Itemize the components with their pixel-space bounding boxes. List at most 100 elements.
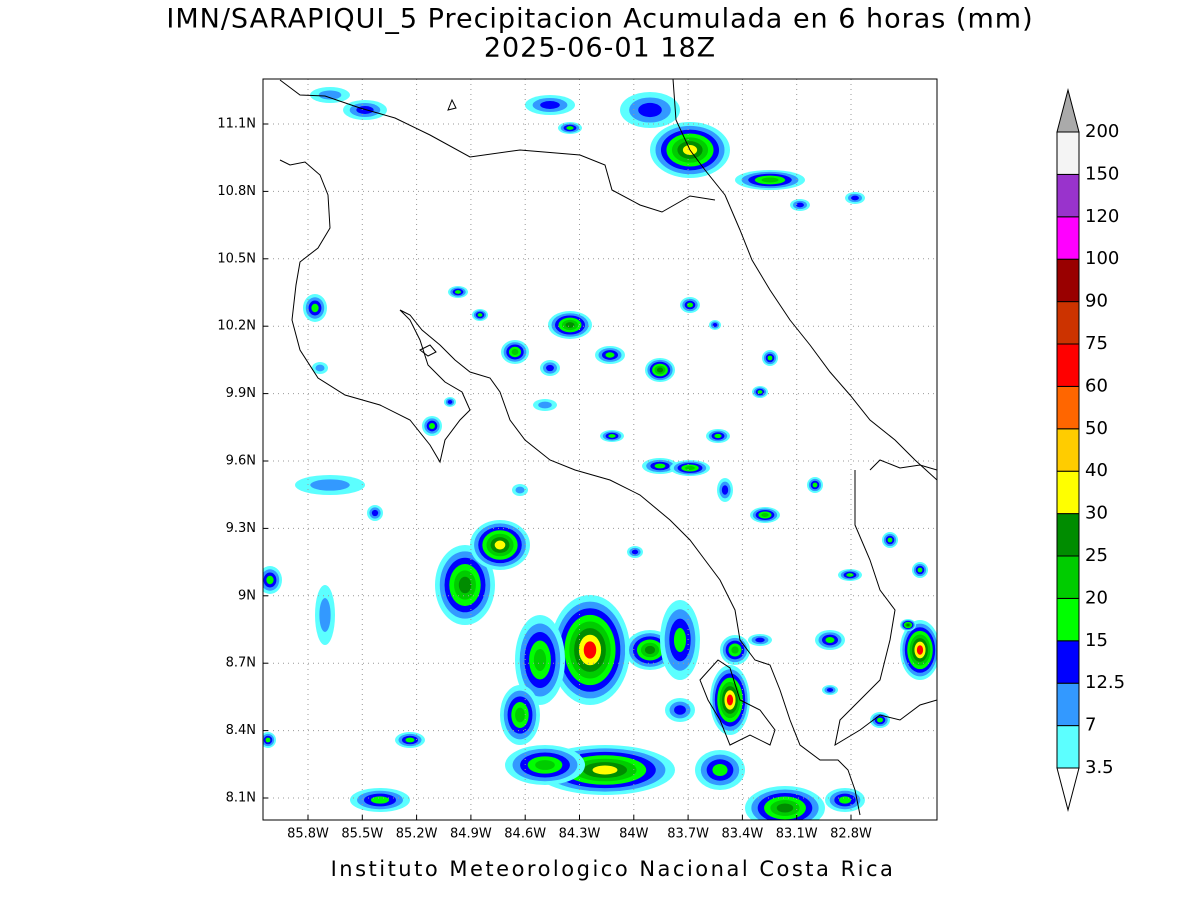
precip-cell — [686, 302, 694, 308]
colorbar-label: 30 — [1085, 503, 1108, 524]
precipitation-field — [263, 87, 937, 820]
lon-tick-label: 82.8W — [830, 827, 872, 842]
lon-tick-label: 83.4W — [721, 827, 763, 842]
lat-tick-label: 8.7N — [226, 656, 256, 671]
colorbar-label: 60 — [1085, 375, 1108, 396]
colorbar-box — [1056, 131, 1080, 175]
precip-cell — [767, 355, 773, 361]
precip-cell — [714, 433, 722, 439]
colorbar-box — [1056, 385, 1080, 430]
colorbar-box — [1056, 301, 1080, 345]
lat-tick-label: 9N — [238, 588, 256, 603]
colorbar-under — [1056, 767, 1080, 812]
precip-cell — [776, 803, 794, 813]
colorbar: 3.5 7 12.5 15 20 25 30 40 50 60 75 90 100 120 150 200 — [1056, 88, 1125, 812]
precip-cell — [266, 575, 274, 585]
lat-tick-label: 11.1N — [217, 117, 256, 132]
lat-tick-label: 10.5N — [217, 251, 256, 266]
lon-tick-label: 84W — [619, 827, 649, 842]
colorbar-label: 7 — [1085, 715, 1096, 736]
lat-tick-label: 9.6N — [226, 454, 256, 469]
lon-tick-label: 84.6W — [504, 827, 546, 842]
colorbar-label: 75 — [1085, 333, 1108, 354]
precip-cell — [592, 765, 618, 775]
colorbar-box — [1056, 682, 1080, 727]
precip-cell — [265, 737, 271, 743]
precip-cell — [310, 479, 350, 491]
precip-cell — [319, 598, 331, 632]
colorbar-box — [1056, 173, 1080, 218]
precip-cell — [656, 367, 664, 373]
precip-cell — [370, 796, 390, 804]
lat-tick-label: 9.3N — [226, 521, 256, 536]
coast-gulf — [869, 459, 937, 471]
precip-cell — [566, 126, 574, 130]
map-frame — [262, 78, 938, 821]
precip-cell — [876, 717, 884, 723]
colorbar-box — [1056, 343, 1080, 387]
precip-cell — [535, 760, 555, 770]
precip-cell — [812, 482, 818, 488]
colorbar-box — [1056, 258, 1080, 303]
lon-tick-label: 85.8W — [287, 827, 329, 842]
colorbar-label: 150 — [1085, 163, 1119, 184]
precip-cell — [533, 648, 547, 672]
precip-cell — [731, 646, 739, 654]
border-nicaragua — [279, 79, 716, 213]
colorbar-label: 20 — [1085, 587, 1108, 608]
precip-cell — [631, 549, 639, 555]
colorbar-box — [1056, 555, 1080, 599]
title: IMN/SARAPIQUI_5 Precipitacion Acumulada … — [166, 4, 1033, 35]
precip-cell — [546, 364, 554, 372]
coastlines — [279, 79, 937, 816]
lon-tick-label: 85.5W — [341, 827, 383, 842]
colorbar-label: 100 — [1085, 248, 1119, 269]
precip-cell — [757, 390, 763, 394]
colorbar-box — [1056, 470, 1080, 515]
precip-cell — [674, 705, 686, 715]
precip-cell — [515, 486, 525, 494]
precip-cell — [447, 400, 453, 404]
precip-cell — [311, 303, 319, 313]
lon-tick-label: 83.7W — [667, 827, 709, 842]
colorbar-label: 25 — [1085, 545, 1108, 566]
colorbar-box — [1056, 428, 1080, 472]
precip-cell — [511, 349, 519, 355]
colorbar-label: 50 — [1085, 418, 1108, 439]
lon-tick-label: 84.9W — [450, 827, 492, 842]
precip-cell — [605, 352, 615, 358]
border-panama — [834, 470, 937, 747]
lat-tick-label: 10.2N — [217, 319, 256, 334]
precip-cell — [644, 645, 656, 655]
colorbar-over — [1056, 88, 1080, 133]
colorbar-box — [1056, 597, 1080, 642]
footer: Instituto Meteorologico Nacional Costa R… — [331, 857, 896, 881]
precip-cell — [851, 195, 859, 201]
coast-caribbean — [672, 79, 937, 481]
precip-cell — [721, 485, 729, 495]
precip-cell — [825, 636, 835, 644]
precip-cell — [371, 509, 379, 517]
precip-cell — [761, 177, 779, 183]
precip-cell — [454, 290, 462, 294]
precip-cell — [887, 537, 893, 543]
precip-cell — [685, 466, 695, 470]
colorbar-label: 15 — [1085, 630, 1108, 651]
colorbar-label: 12.5 — [1085, 672, 1125, 693]
precip-cell — [318, 90, 342, 100]
precip-cell — [494, 540, 506, 550]
precip-cell — [917, 567, 923, 573]
precip-cell — [538, 401, 552, 409]
precip-cell — [638, 102, 662, 118]
precip-cell — [916, 645, 924, 655]
precip-cell — [726, 694, 734, 706]
precip-cell — [458, 576, 472, 594]
colorbar-label: 3.5 — [1085, 757, 1114, 778]
precip-cell — [477, 313, 483, 317]
precip-cell — [906, 623, 910, 627]
lon-tick-label: 85.2W — [396, 827, 438, 842]
coast-pacific — [279, 159, 861, 816]
precip-cell — [565, 322, 575, 328]
lat-tick-label: 8.1N — [226, 791, 256, 806]
